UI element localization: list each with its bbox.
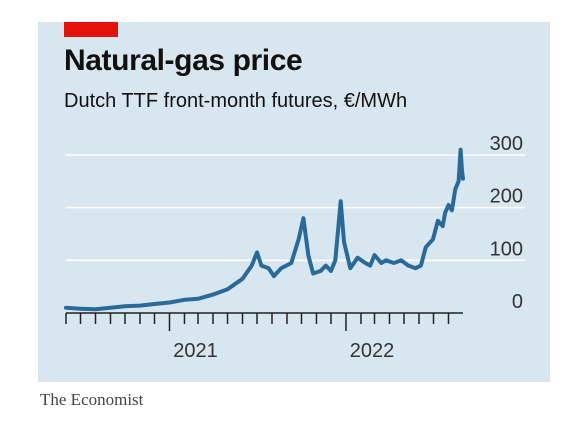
chart-subtitle: Dutch TTF front-month futures, €/MWh (64, 90, 408, 112)
x-year-label-1: 2022 (350, 340, 395, 362)
y-tick-label-1: 100 (490, 238, 523, 260)
x-year-label-0: 2021 (173, 340, 218, 362)
source-credit: The Economist (40, 390, 144, 409)
brand-red-tag (64, 22, 118, 37)
chart-title: Natural-gas price (64, 44, 303, 77)
y-tick-label-3: 300 (490, 133, 523, 155)
chart-panel (38, 22, 550, 382)
series-line-0 (64, 147, 465, 312)
y-tick-label-0: 0 (512, 291, 523, 313)
y-tick-label-2: 200 (490, 186, 523, 208)
